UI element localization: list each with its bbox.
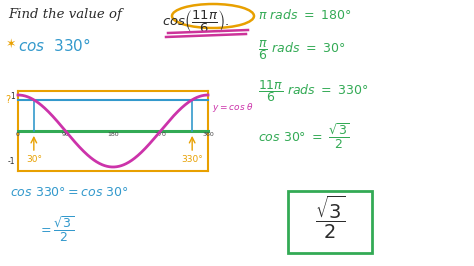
- Text: 330°: 330°: [181, 155, 203, 164]
- Text: 30°: 30°: [26, 155, 42, 164]
- Text: $\dfrac{11\pi}{6}\ rads\ =\ 330°$: $\dfrac{11\pi}{6}\ rads\ =\ 330°$: [258, 78, 369, 104]
- FancyBboxPatch shape: [288, 191, 372, 253]
- Text: $cos\ \ 330°$: $cos\ \ 330°$: [18, 37, 91, 54]
- Text: ?: ?: [5, 95, 10, 105]
- Text: $cos\left(\dfrac{11\pi}{6}\right).$: $cos\left(\dfrac{11\pi}{6}\right).$: [162, 8, 229, 35]
- Text: 270: 270: [155, 132, 166, 137]
- Text: Find the value of: Find the value of: [8, 8, 122, 21]
- Text: 360: 360: [202, 132, 214, 137]
- Text: $\dfrac{\sqrt{3}}{2}$: $\dfrac{\sqrt{3}}{2}$: [315, 193, 346, 241]
- Text: 1: 1: [10, 92, 15, 101]
- Text: $y = cos\ \theta$: $y = cos\ \theta$: [212, 101, 254, 114]
- Text: $cos\ 330° = cos\ 30°$: $cos\ 330° = cos\ 30°$: [10, 186, 128, 199]
- Text: ✶: ✶: [6, 38, 17, 51]
- Text: 180: 180: [107, 132, 119, 137]
- Text: $= \dfrac{\sqrt{3}}{2}$: $= \dfrac{\sqrt{3}}{2}$: [38, 214, 74, 244]
- Text: $\pi\ rads\ =\ 180°$: $\pi\ rads\ =\ 180°$: [258, 8, 351, 22]
- Text: $cos\ 30°\ =\ \dfrac{\sqrt{3}}{2}$: $cos\ 30°\ =\ \dfrac{\sqrt{3}}{2}$: [258, 121, 350, 151]
- Text: -1: -1: [8, 156, 15, 165]
- Text: 0: 0: [16, 132, 20, 137]
- Text: 90: 90: [62, 132, 69, 137]
- Text: $\dfrac{\pi}{6}\ rads\ =\ 30°$: $\dfrac{\pi}{6}\ rads\ =\ 30°$: [258, 38, 346, 62]
